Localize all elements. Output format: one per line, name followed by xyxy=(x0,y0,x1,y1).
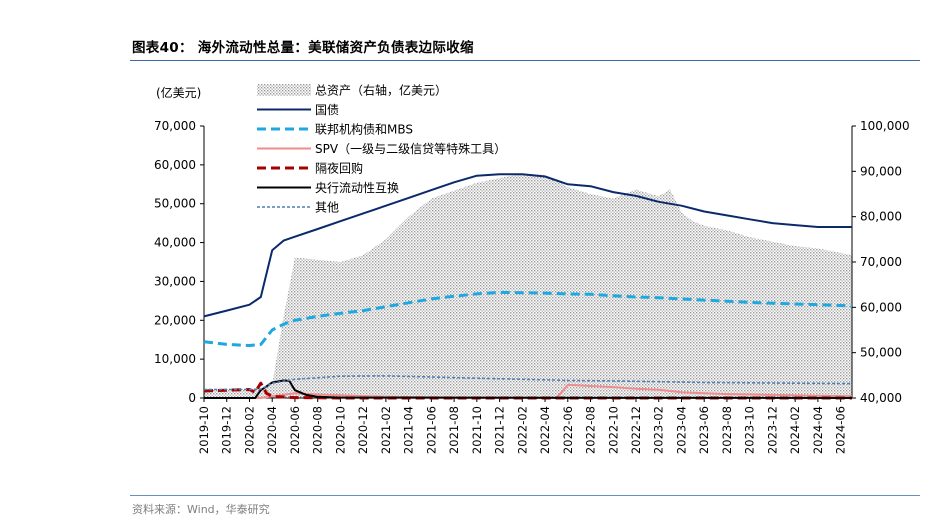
x-tick-label: 2024-02 xyxy=(788,406,802,454)
right-tick-label: 40,000 xyxy=(860,391,902,405)
left-tick-label: 40,000 xyxy=(154,236,196,250)
x-tick-label: 2020-12 xyxy=(356,406,370,454)
x-tick-label: 2023-06 xyxy=(697,406,711,454)
x-tick-label: 2021-06 xyxy=(424,406,438,454)
legend-label: 隔夜回购 xyxy=(315,161,363,176)
x-tick-label: 2020-10 xyxy=(333,406,347,454)
x-tick-label: 2021-08 xyxy=(447,406,461,454)
right-tick-label: 60,000 xyxy=(860,300,902,314)
x-tick-label: 2020-06 xyxy=(288,406,302,454)
left-axis-label: (亿美元) xyxy=(156,85,201,100)
x-tick-label: 2021-10 xyxy=(470,406,484,454)
series-total-assets-area xyxy=(204,173,852,398)
left-tick-label: 50,000 xyxy=(154,197,196,211)
x-tick-label: 2021-12 xyxy=(493,406,507,454)
x-tick-label: 2023-12 xyxy=(765,406,779,454)
legend-item: SPV（一级与二级信贷等特殊工具） xyxy=(257,141,506,156)
left-tick-label: 10,000 xyxy=(154,352,196,366)
x-tick-label: 2021-04 xyxy=(402,406,416,454)
left-tick-label: 70,000 xyxy=(154,119,196,133)
legend-item: 央行流动性互换 xyxy=(257,181,399,195)
axes-layer: 0 10,000 20,000 30,000 40,000 50,000 60,000 70,… xyxy=(154,119,910,454)
series-line-4 xyxy=(203,381,852,400)
legend-swatch xyxy=(257,84,311,96)
title-rule xyxy=(130,60,920,61)
legend-label: SPV（一级与二级信贷等特殊工具） xyxy=(315,141,506,156)
x-tick-label: 2020-02 xyxy=(243,406,257,454)
x-tick-label: 2024-04 xyxy=(811,406,825,454)
right-tick-label: 90,000 xyxy=(860,164,902,178)
chart-title: 图表40： 海外流动性总量：美联储资产负债表边际收缩 xyxy=(132,40,474,56)
x-tick-label: 2022-12 xyxy=(629,406,643,454)
x-tick-label: 2022-02 xyxy=(515,406,529,454)
legend-item: 国债 xyxy=(257,103,339,117)
left-tick-label: 20,000 xyxy=(154,313,196,327)
right-tick-label: 50,000 xyxy=(860,346,902,360)
left-tick-label: 0 xyxy=(188,391,196,405)
series-line-3 xyxy=(204,383,852,399)
legend-label: 国债 xyxy=(315,103,339,117)
x-tick-label: 2023-08 xyxy=(720,406,734,454)
legend-label: 总资产（右轴，亿美元） xyxy=(315,83,447,98)
x-tick-label: 2023-04 xyxy=(675,406,689,454)
x-tick-label: 2019-10 xyxy=(197,406,211,454)
right-tick-label: 70,000 xyxy=(860,255,902,269)
x-tick-label: 2023-02 xyxy=(652,406,666,454)
lines-layer xyxy=(203,173,853,400)
x-tick-label: 2022-10 xyxy=(606,406,620,454)
right-tick-label: 100,000 xyxy=(860,119,910,133)
source-rule xyxy=(130,495,920,496)
legend-item: 联邦机构债和MBS xyxy=(257,122,413,137)
x-tick-label: 2022-08 xyxy=(584,406,598,454)
x-tick-label: 2021-02 xyxy=(379,406,393,454)
x-tick-label: 2020-08 xyxy=(311,406,325,454)
left-tick-label: 60,000 xyxy=(154,158,196,172)
x-tick-label: 2024-06 xyxy=(834,406,848,454)
legend-label: 其他 xyxy=(315,201,339,215)
x-tick-label: 2019-12 xyxy=(220,406,234,454)
series-line-6 xyxy=(204,375,853,391)
right-tick-label: 80,000 xyxy=(860,210,902,224)
series-line-2 xyxy=(203,290,853,347)
left-tick-label: 30,000 xyxy=(154,274,196,288)
legend-label: 联邦机构债和MBS xyxy=(315,122,413,137)
source-note: 资料来源：Wind，华泰研究 xyxy=(132,503,270,516)
legend-item: 隔夜回购 xyxy=(257,161,363,176)
x-tick-label: 2023-10 xyxy=(743,406,757,454)
legend-label: 央行流动性互换 xyxy=(315,181,399,195)
legend-item: 总资产（右轴，亿美元） xyxy=(257,83,447,98)
x-tick-label: 2022-04 xyxy=(538,406,552,454)
x-tick-label: 2020-04 xyxy=(265,406,279,454)
x-tick-label: 2022-06 xyxy=(561,406,575,454)
series-line-1 xyxy=(203,173,852,318)
legend-item: 其他 xyxy=(257,201,339,215)
area-layer xyxy=(204,173,852,398)
